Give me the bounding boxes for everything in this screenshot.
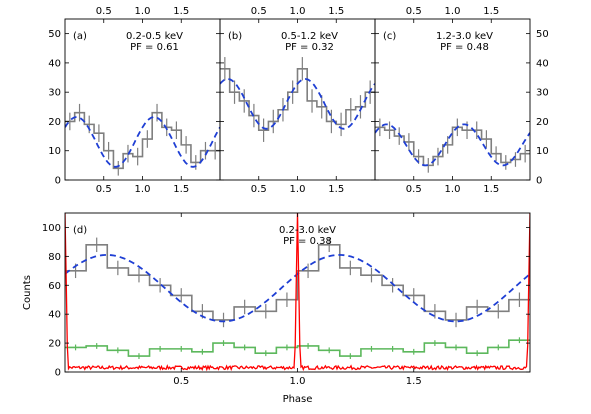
y-tick-label: 0: [536, 176, 542, 187]
top-x-tick-label: 1.0: [135, 6, 151, 17]
x-tick-label: 0.5: [251, 184, 267, 195]
pulsed-fraction: PF = 0.38: [283, 236, 332, 247]
y-tick-label: 40: [536, 58, 549, 69]
top-x-tick-label: 1.5: [483, 6, 499, 17]
panel-a: 0 10 20 30 40 50 0.5 0.5 1.0 1.0 1.5 1.5 (a) 0.2-0.5 …: [48, 6, 221, 195]
x-tick-label: 1.5: [328, 184, 344, 195]
energy-band: 1.2-3.0 keV: [436, 31, 493, 42]
x-tick-label: 1.0: [135, 184, 151, 195]
panel-label: (d): [73, 225, 87, 236]
red-curve: [65, 213, 530, 372]
top-x-tick-label: 0.5: [251, 6, 267, 17]
y-tick-label: 50: [48, 29, 61, 40]
y-tick-label: 20: [48, 339, 61, 350]
panel-label: (a): [73, 31, 87, 42]
top-x-tick-label: 1.5: [173, 6, 189, 17]
histogram-step-d-2: [65, 339, 530, 357]
x-tick-label: 0.5: [406, 184, 422, 195]
y-tick-label: 10: [536, 146, 549, 157]
y-tick-label: 100: [42, 223, 61, 234]
y-axis-label: Counts: [22, 275, 33, 310]
panel-label: (c): [383, 31, 396, 42]
y-tick-label: 0: [55, 368, 61, 379]
y-tick-label: 40: [48, 58, 61, 69]
model-curve-b: [220, 78, 375, 130]
y-tick-label: 30: [48, 88, 61, 99]
histogram-step-a-0: [65, 111, 220, 170]
y-tick-label: 20: [536, 117, 549, 128]
pulsed-fraction: PF = 0.48: [440, 42, 489, 53]
top-x-tick-label: 1.0: [290, 6, 306, 17]
plot-area: [65, 103, 220, 176]
top-x-tick-label: 1.0: [445, 6, 461, 17]
energy-band: 0.2-0.5 keV: [126, 31, 183, 42]
x-axis-label: Phase: [283, 394, 313, 405]
plot-area: [220, 57, 375, 142]
histogram-step-c-0: [375, 126, 530, 167]
x-tick-label: 0.5: [173, 376, 189, 387]
y-tick-label: 0: [55, 176, 61, 187]
pulsed-fraction: PF = 0.32: [285, 42, 334, 53]
histogram-step-b-0: [220, 67, 375, 132]
x-tick-label: 0.5: [96, 184, 112, 195]
x-tick-label: 1.0: [290, 184, 306, 195]
top-x-tick-label: 0.5: [96, 6, 112, 17]
x-tick-label: 1.5: [173, 184, 189, 195]
plot-area: [65, 213, 530, 372]
y-tick-label: 60: [48, 281, 61, 292]
y-tick-label: 50: [536, 29, 549, 40]
x-tick-label: 1.5: [483, 184, 499, 195]
model-curve-d: [65, 253, 530, 323]
histogram-step-d-0: [65, 244, 530, 321]
plot-area: [375, 118, 530, 173]
panel-c: 0 10 20 30 40 50 0.5 0.5 1.0 1.0 1.5 1.5 (c) 1.2-3.0 …: [374, 6, 549, 195]
model-curve-a: [65, 116, 220, 168]
panel-label: (b): [228, 31, 242, 42]
x-tick-label: 1.0: [445, 184, 461, 195]
top-x-tick-label: 1.5: [328, 6, 344, 17]
y-tick-label: 80: [48, 252, 61, 263]
top-x-tick-label: 0.5: [406, 6, 422, 17]
energy-band: 0.2-3.0 keV: [279, 225, 336, 236]
y-tick-label: 10: [48, 146, 61, 157]
energy-band: 0.5-1.2 keV: [281, 31, 338, 42]
x-tick-label: 1.0: [290, 376, 306, 387]
pulsed-fraction: PF = 0.61: [130, 42, 179, 53]
y-tick-label: 40: [48, 310, 61, 321]
model-curve-c: [375, 123, 530, 167]
y-tick-label: 20: [48, 117, 61, 128]
x-tick-label: 1.5: [406, 376, 422, 387]
y-tick-label: 30: [536, 88, 549, 99]
